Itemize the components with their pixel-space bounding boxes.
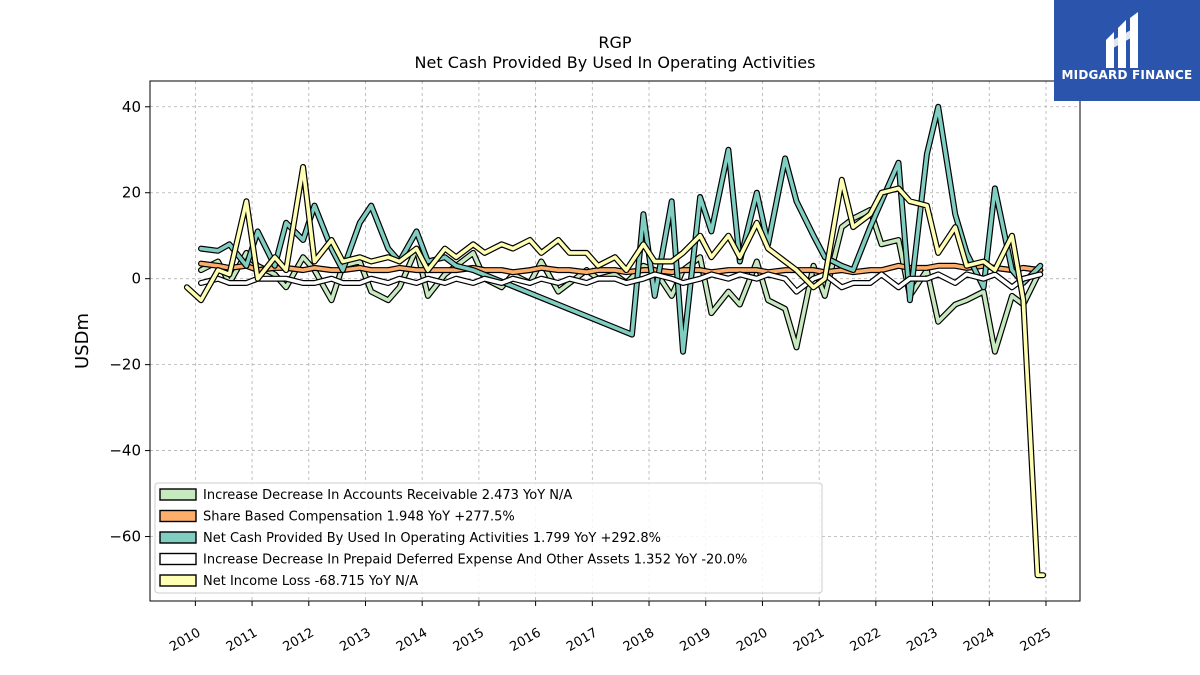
y-axis-label: USDm [72, 313, 93, 369]
legend-label: Net Income Loss -68.715 YoY N/A [203, 574, 418, 589]
legend-label: Net Cash Provided By Used In Operating A… [203, 531, 661, 546]
legend-item-3[interactable]: Increase Decrease In Prepaid Deferred Ex… [159, 552, 747, 568]
y-axis: 40 20 0 −20 −40 −60 [109, 98, 150, 546]
legend-swatch [159, 552, 197, 566]
legend-label: Share Based Compensation 1.948 YoY +277.… [203, 510, 515, 525]
x-tick-label: 2021 [791, 625, 827, 655]
chart-title: RGP [598, 33, 632, 52]
x-tick-label: 2014 [394, 625, 430, 655]
plot-frame [149, 80, 1081, 602]
y-tick-label: −20 [109, 356, 141, 374]
y-tick-label: 20 [122, 184, 141, 202]
series-line [199, 105, 1043, 354]
legend-label: Increase Decrease In Accounts Receivable… [203, 488, 572, 503]
legend-swatch [159, 574, 197, 587]
x-tick-label: 2017 [564, 625, 600, 655]
x-tick-label: 2020 [734, 625, 770, 655]
legend-swatch [159, 531, 197, 544]
x-tick-label: 2011 [224, 625, 260, 655]
x-tick-label: 2023 [904, 625, 940, 655]
y-tick-label: −40 [109, 442, 141, 460]
series-3 [198, 271, 1044, 295]
y-tick-label: 40 [122, 98, 141, 116]
x-tick-label: 2025 [1018, 625, 1054, 655]
legend[interactable]: Increase Decrease In Accounts Receivable… [154, 482, 823, 594]
x-tick-label: 2010 [167, 625, 203, 655]
series-4 [183, 164, 1047, 579]
legend-label: Increase Decrease In Prepaid Deferred Ex… [203, 553, 747, 568]
series-group [183, 103, 1047, 579]
y-tick-label: −60 [109, 528, 141, 546]
brand-mark-icon [1106, 12, 1138, 68]
x-tick-label: 2018 [621, 625, 657, 655]
legend-swatch [159, 488, 197, 501]
x-tick-label: 2013 [337, 625, 373, 655]
brand-logo: MIDGARD FINANCE [1054, 0, 1200, 101]
chart-subtitle: Net Cash Provided By Used In Operating A… [415, 53, 816, 72]
legend-item-1[interactable]: Share Based Compensation 1.948 YoY +277.… [159, 509, 515, 525]
legend-item-2[interactable]: Net Cash Provided By Used In Operating A… [159, 531, 661, 546]
series-2 [198, 103, 1044, 355]
x-tick-label: 2022 [848, 625, 884, 655]
x-tick-label: 2019 [678, 625, 714, 655]
x-tick-label: 2015 [451, 625, 487, 655]
series-line-outline [198, 103, 1044, 355]
y-tick-label: 0 [131, 270, 141, 288]
x-axis: 2010 2011 2012 2013 2014 2015 2016 2017 2018 2019… [167, 601, 1054, 655]
legend-swatch [159, 509, 197, 523]
x-tick-label: 2016 [507, 625, 543, 655]
series-line [185, 165, 1045, 578]
legend-box [154, 482, 823, 594]
legend-item-0[interactable]: Increase Decrease In Accounts Receivable… [159, 488, 572, 503]
brand-name: MIDGARD FINANCE [1061, 68, 1193, 82]
x-tick-label: 2012 [281, 625, 317, 655]
series-line [199, 272, 1043, 294]
x-tick-label: 2024 [961, 625, 997, 655]
legend-item-4[interactable]: Net Income Loss -68.715 YoY N/A [159, 574, 418, 589]
